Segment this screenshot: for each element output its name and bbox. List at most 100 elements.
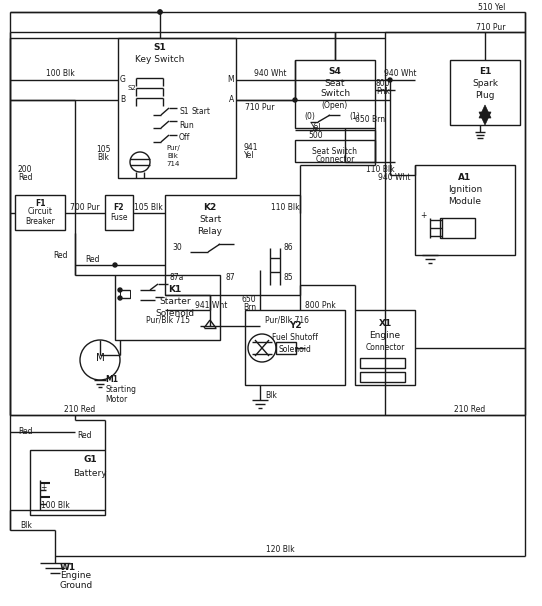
Text: Start: Start <box>191 107 210 116</box>
Text: Pur/Blk 716: Pur/Blk 716 <box>265 316 309 324</box>
Bar <box>355 310 415 385</box>
Text: 210 Red: 210 Red <box>454 404 486 413</box>
Text: 120 Blk: 120 Blk <box>266 545 294 554</box>
Text: 30: 30 <box>172 244 182 253</box>
Text: Ground: Ground <box>60 581 93 590</box>
Text: Red: Red <box>18 173 33 182</box>
Text: K1: K1 <box>169 285 182 295</box>
Text: 105 Blk: 105 Blk <box>134 202 163 211</box>
Text: Ignition: Ignition <box>448 184 482 193</box>
Text: M: M <box>95 353 105 363</box>
Polygon shape <box>479 112 491 125</box>
Text: F1: F1 <box>35 199 45 207</box>
Text: 940 Wht: 940 Wht <box>384 70 416 79</box>
Text: 941 Wht: 941 Wht <box>195 301 228 310</box>
Bar <box>115 275 220 340</box>
Text: 87a: 87a <box>170 273 184 282</box>
Circle shape <box>118 296 122 300</box>
Circle shape <box>118 288 122 292</box>
Text: 650 Brn: 650 Brn <box>355 116 385 124</box>
Text: Pur/Blk 715: Pur/Blk 715 <box>146 316 190 324</box>
Text: +: + <box>420 210 426 219</box>
Text: Starter: Starter <box>159 298 191 307</box>
Bar <box>276 342 296 354</box>
Text: X1: X1 <box>378 319 392 327</box>
Text: F2: F2 <box>114 202 124 211</box>
Text: Spark: Spark <box>472 79 498 88</box>
Bar <box>120 290 130 298</box>
Text: Off: Off <box>179 133 190 142</box>
Text: Blk: Blk <box>20 521 32 530</box>
Text: 110 Blk: 110 Blk <box>272 202 300 211</box>
Text: B: B <box>120 96 125 104</box>
Text: 710 Pur: 710 Pur <box>245 104 275 113</box>
Text: Engine: Engine <box>60 571 91 581</box>
Text: Brn: Brn <box>243 304 256 313</box>
Bar <box>10 38 385 415</box>
Text: Blk: Blk <box>167 153 178 159</box>
Text: 100 Blk: 100 Blk <box>41 501 69 510</box>
Text: 210 Red: 210 Red <box>64 404 95 413</box>
Text: Battery: Battery <box>73 468 107 478</box>
Text: Y2: Y2 <box>289 321 301 330</box>
Text: Blk: Blk <box>97 153 109 162</box>
Text: +: + <box>40 482 46 491</box>
Text: Start: Start <box>199 215 221 224</box>
Text: 110 Blk: 110 Blk <box>366 165 395 175</box>
Text: 85: 85 <box>283 273 293 282</box>
Text: G: G <box>120 76 126 84</box>
Text: Motor: Motor <box>105 396 127 404</box>
Text: Switch: Switch <box>320 90 350 99</box>
Text: Plug: Plug <box>475 92 495 101</box>
Bar <box>295 60 375 128</box>
Bar <box>105 195 133 230</box>
Text: Module: Module <box>448 196 481 205</box>
Text: 800: 800 <box>376 79 390 88</box>
Bar <box>165 195 300 295</box>
Bar <box>118 38 236 178</box>
Circle shape <box>293 98 297 102</box>
Text: S2: S2 <box>128 85 137 91</box>
Text: Seat: Seat <box>325 79 345 87</box>
Text: Relay: Relay <box>197 227 223 236</box>
Text: (Open): (Open) <box>322 101 348 110</box>
Text: 714: 714 <box>166 161 180 167</box>
Text: Pnk: Pnk <box>376 87 390 96</box>
Text: Fuse: Fuse <box>110 213 128 222</box>
Text: M: M <box>228 76 234 84</box>
Text: 941: 941 <box>244 144 259 153</box>
Bar <box>30 450 105 515</box>
Text: E1: E1 <box>479 67 491 76</box>
Text: 105: 105 <box>96 145 110 155</box>
Text: Solenoid: Solenoid <box>156 310 195 319</box>
Text: K2: K2 <box>203 202 217 211</box>
Text: 86: 86 <box>283 244 293 253</box>
Text: S1: S1 <box>179 107 189 116</box>
Text: Red: Red <box>86 255 100 264</box>
Text: (0): (0) <box>305 112 315 121</box>
Bar <box>270 258 280 272</box>
Text: Blk: Blk <box>265 390 277 399</box>
Text: M1: M1 <box>105 376 118 384</box>
Text: 650: 650 <box>241 296 256 304</box>
Text: 200: 200 <box>18 165 33 175</box>
Text: Pur/: Pur/ <box>166 145 180 151</box>
Bar <box>450 60 520 125</box>
Text: Breaker: Breaker <box>25 216 55 225</box>
Text: (1): (1) <box>350 112 360 121</box>
Text: 87: 87 <box>225 273 235 282</box>
Text: S1: S1 <box>153 44 166 53</box>
Text: Yel: Yel <box>244 152 255 161</box>
Text: 940 Wht: 940 Wht <box>254 70 286 79</box>
Text: Red: Red <box>54 250 68 259</box>
Text: Starting: Starting <box>105 385 136 395</box>
Text: Red: Red <box>78 430 92 439</box>
Text: G1: G1 <box>83 456 97 465</box>
Text: Run: Run <box>179 121 193 130</box>
Text: Seat Switch: Seat Switch <box>313 147 358 156</box>
Text: Engine: Engine <box>370 330 401 339</box>
Circle shape <box>158 10 162 14</box>
Text: A: A <box>229 96 234 104</box>
Text: 710 Pur: 710 Pur <box>475 22 505 32</box>
Bar <box>360 372 405 382</box>
